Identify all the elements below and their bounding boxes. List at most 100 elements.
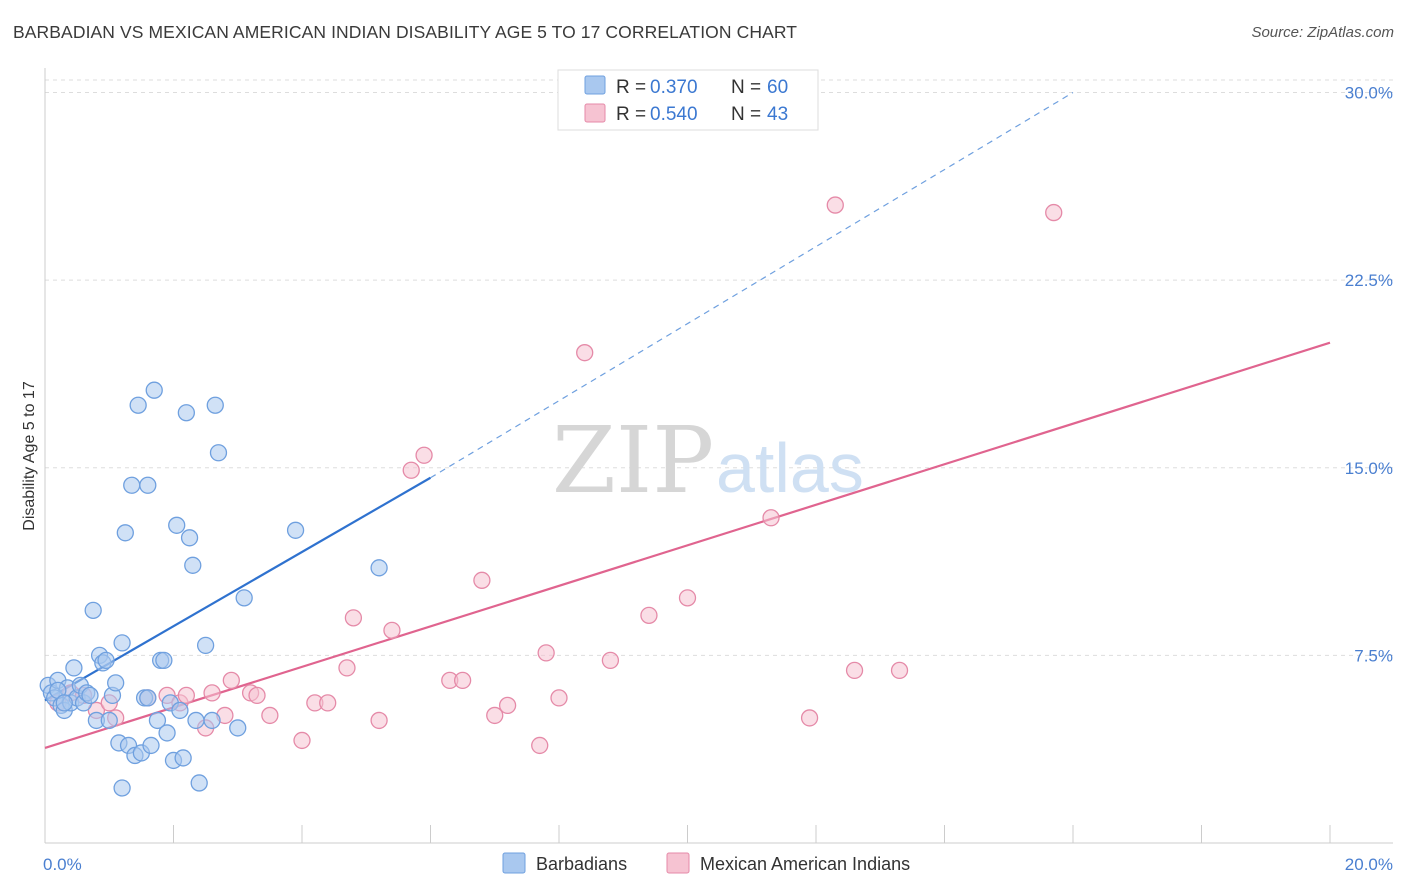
series-legend-label-mexican-american-indians: Mexican American Indians [700, 854, 910, 874]
point-barbadians-21 [107, 674, 125, 692]
point-barbadians-26 [123, 476, 141, 494]
chart-source: Source: ZipAtlas.com [1251, 24, 1394, 41]
point-mexican-american-indians-34 [576, 344, 594, 362]
point-barbadians-53 [229, 719, 247, 737]
y-axis-label: Disability Age 5 to 17 [21, 381, 38, 531]
point-barbadians-8 [65, 659, 83, 677]
point-barbadians-55 [286, 521, 305, 539]
point-mexican-american-indians-25 [415, 446, 433, 464]
point-mexican-american-indians-13 [222, 671, 240, 690]
legend-swatch-barbadians [584, 75, 606, 95]
point-barbadians-35 [148, 711, 167, 730]
point-mexican-american-indians-24 [402, 461, 420, 479]
point-mexican-american-indians-20 [338, 659, 356, 677]
point-barbadians-43 [174, 749, 192, 767]
point-barbadians-56 [370, 559, 388, 577]
point-barbadians-33 [142, 736, 160, 755]
point-barbadians-14 [84, 601, 102, 619]
legend-r-value-mexican-american-indians: 0.540 [650, 104, 698, 125]
series-legend-swatch-barbadians [502, 852, 526, 874]
watermark-zip: ZIP [552, 407, 714, 514]
chart-title: BARBADIAN VS MEXICAN AMERICAN INDIAN DIS… [13, 22, 798, 42]
series-legend-label-barbadians: Barbadians [536, 854, 627, 874]
point-mexican-american-indians-42 [890, 661, 909, 680]
axes-layer [44, 68, 1393, 844]
point-barbadians-48 [190, 774, 208, 792]
point-mexican-american-indians-41 [845, 661, 864, 680]
point-barbadians-50 [203, 711, 221, 730]
x-tick-label-1: 20.0% [1345, 855, 1393, 874]
tick-labels: 7.5% 15.0% 22.5% 30.0% 0.0% 20.0% [43, 84, 1393, 874]
point-barbadians-37 [155, 651, 173, 670]
point-barbadians-44 [177, 404, 196, 422]
point-mexican-american-indians-32 [537, 644, 555, 662]
points-layer [39, 196, 1063, 797]
point-mexican-american-indians-36 [640, 606, 658, 625]
series-legend-swatch-mexican-american-indians [666, 852, 690, 874]
point-mexican-american-indians-31 [531, 736, 549, 755]
correlation-legend: R = 0.370 N = 60 R = 0.540 N = 43 [557, 69, 819, 131]
point-barbadians-54 [235, 589, 253, 607]
point-mexican-american-indians-37 [678, 589, 697, 607]
point-barbadians-19 [100, 711, 118, 730]
point-mexican-american-indians-40 [826, 196, 844, 214]
point-barbadians-34 [145, 381, 163, 399]
point-mexican-american-indians-39 [800, 709, 819, 727]
legend-n-label-mexican-american-indians: N = [731, 104, 761, 125]
legend-r-value-barbadians: 0.370 [650, 77, 698, 98]
point-mexican-american-indians-38 [762, 509, 780, 527]
point-mexican-american-indians-29 [486, 706, 504, 725]
point-barbadians-18 [97, 651, 115, 670]
point-barbadians-41 [168, 516, 186, 534]
point-barbadians-52 [209, 444, 228, 462]
point-mexican-american-indians-16 [261, 706, 279, 725]
point-mexican-american-indians-43 [1045, 203, 1063, 222]
point-mexican-american-indians-19 [319, 694, 337, 712]
point-mexican-american-indians-15 [248, 686, 266, 705]
point-barbadians-24 [116, 524, 134, 542]
point-barbadians-13 [81, 686, 99, 705]
point-barbadians-58 [55, 694, 73, 712]
y-tick-label-2: 22.5% [1345, 271, 1393, 290]
point-mexican-american-indians-28 [473, 571, 491, 589]
point-barbadians-42 [171, 701, 189, 720]
point-mexican-american-indians-23 [383, 621, 401, 640]
point-mexican-american-indians-11 [203, 684, 221, 702]
y-tick-label-1: 15.0% [1345, 459, 1393, 478]
legend-r-label-mexican-american-indians: R = [616, 104, 646, 125]
watermark: ZIP atlas [552, 407, 864, 514]
point-barbadians-28 [129, 396, 147, 414]
point-barbadians-45 [180, 529, 199, 547]
y-tick-label-0: 7.5% [1354, 646, 1393, 665]
point-mexican-american-indians-22 [370, 711, 388, 730]
point-mexican-american-indians-33 [550, 689, 568, 707]
watermark-atlas: atlas [716, 429, 864, 507]
point-barbadians-59 [113, 779, 131, 797]
point-mexican-american-indians-21 [344, 609, 363, 627]
point-mexican-american-indians-35 [601, 651, 620, 670]
point-mexican-american-indians-27 [453, 671, 472, 690]
point-mexican-american-indians-30 [498, 696, 517, 715]
point-barbadians-47 [187, 711, 205, 730]
point-barbadians-38 [158, 724, 176, 742]
legend-r-label-barbadians: R = [616, 77, 646, 98]
legend-n-label-barbadians: N = [731, 77, 761, 98]
point-barbadians-46 [184, 556, 202, 574]
legend-n-value-mexican-american-indians: 43 [767, 104, 788, 125]
point-barbadians-23 [113, 634, 131, 652]
y-tick-label-3: 30.0% [1345, 84, 1393, 103]
trendline-barbadians-extension [430, 91, 1074, 479]
point-barbadians-32 [139, 476, 157, 494]
point-mexican-american-indians-9 [177, 686, 196, 705]
series-legend: Barbadians Mexican American Indians [502, 852, 910, 874]
x-tick-label-0: 0.0% [43, 855, 82, 874]
point-mexican-american-indians-17 [293, 731, 311, 750]
legend-swatch-mexican-american-indians [584, 103, 606, 123]
point-barbadians-51 [206, 396, 224, 414]
point-barbadians-31 [139, 689, 157, 707]
legend-n-value-barbadians: 60 [767, 77, 788, 98]
point-barbadians-49 [196, 636, 215, 655]
grid-layer [45, 79, 1393, 656]
trendline-mexican-american-indians [44, 341, 1331, 749]
